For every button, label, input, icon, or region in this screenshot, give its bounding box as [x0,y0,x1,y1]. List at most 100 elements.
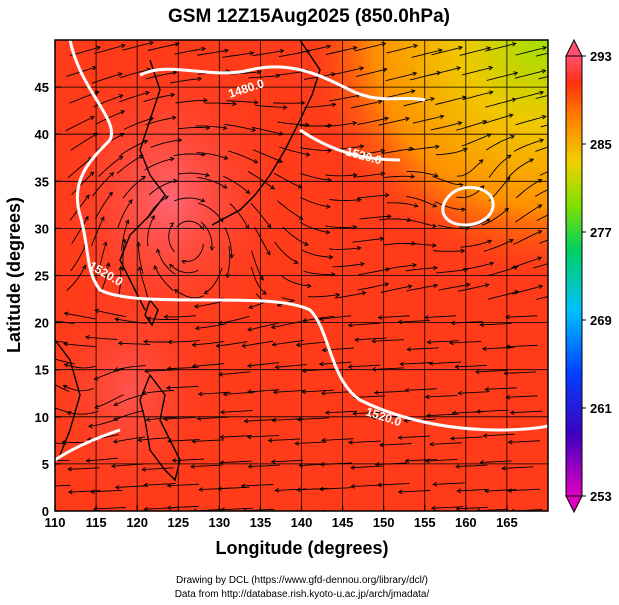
streamline [425,394,458,398]
streamline [67,410,99,415]
streamline [533,263,548,269]
streamline-arrowhead [404,387,410,393]
streamline [116,155,144,174]
streamline-arrowhead [220,409,225,415]
streamline [170,78,202,84]
contour-1520-closed [441,186,495,227]
streamline-arrowhead [412,71,418,77]
streamline [307,294,340,298]
streamline-arrowhead [124,219,130,225]
streamline [539,171,548,176]
streamline-arrowhead [39,485,43,489]
streamline-arrowhead [318,361,324,367]
streamline-arrowhead [118,265,124,271]
streamline [97,241,107,273]
streamline-arrowhead [177,137,183,143]
colorbar-tick-label: 277 [590,225,612,240]
streamline-arrowhead [450,320,456,326]
streamline-arrowhead [293,259,299,264]
streamline-arrowhead [426,339,432,345]
streamline-arrowhead [141,467,146,472]
streamline-arrowhead [165,385,171,391]
streamline [195,125,227,129]
streamline [123,117,154,130]
streamline [456,506,488,510]
streamline [247,362,280,367]
streamline [154,265,174,292]
streamline [115,485,148,488]
streamline-arrowhead [166,483,172,488]
contour-1480 [139,65,426,102]
streamline [458,391,490,394]
streamline-arrowhead [380,148,386,154]
streamline-arrowhead [360,261,365,267]
x-tick-label: 115 [86,515,107,530]
streamline [482,114,513,125]
colorbar-min-arrow [565,495,583,514]
streamline [430,122,462,131]
streamline-arrowhead [374,462,380,467]
streamline [536,214,548,221]
x-tick-label: 160 [455,515,477,530]
streamline [164,315,196,318]
contour-1520-north [299,128,401,162]
streamline [319,487,352,490]
streamline [425,459,458,462]
streamline [223,175,250,194]
streamline [540,124,548,128]
x-axis-label: Longitude (degrees) [215,538,388,558]
streamline-arrowhead [432,243,437,248]
streamline [98,156,123,177]
streamline [405,219,437,228]
streamline-arrowhead [174,41,180,47]
x-tick-label: 155 [414,515,436,530]
streamline-arrowhead [410,174,416,179]
streamline [353,411,385,415]
streamline-arrowhead [352,120,358,126]
streamline [176,220,204,230]
streamline [64,312,96,320]
streamline-arrowhead [222,391,228,397]
streamline [427,340,460,343]
streamline [348,322,381,326]
streamline [515,115,546,126]
y-tick-label: 35 [35,174,49,189]
streamline-arrowhead [194,325,200,331]
streamline-arrowhead [246,434,252,440]
streamline-arrowhead [321,437,326,443]
streamline-arrowhead [435,144,440,150]
streamline-arrowhead [347,364,353,370]
streamline-arrowhead [196,416,202,421]
streamline [91,216,105,247]
streamline-arrowhead [164,195,169,200]
streamline [142,389,175,395]
streamline [383,90,415,99]
streamline [461,133,492,147]
streamline [407,347,439,350]
streamline [386,202,418,207]
streamline [55,340,67,343]
streamline-arrowhead [296,417,302,422]
streamline-arrowhead [67,489,73,495]
streamline-arrowhead [199,225,205,231]
streamline [167,483,200,487]
y-tick-label: 30 [35,221,49,236]
streamline-arrowhead [539,138,545,143]
streamline-arrowhead [66,411,72,416]
y-tick-label: 15 [35,363,49,378]
streamline [272,340,304,346]
streamline [174,289,205,299]
streamline-arrowhead [479,184,485,190]
streamline-arrowhead [110,463,116,469]
streamline [145,71,177,80]
streamline [85,336,118,340]
streamline-arrowhead [246,389,252,395]
streamline-arrowhead [149,40,155,46]
streamline-arrowhead [460,207,466,213]
streamline-arrowhead [325,229,331,235]
streamline-arrowhead [96,45,102,51]
streamline-arrowhead [172,70,178,76]
streamline [70,243,87,272]
streamline-arrowhead [155,248,161,254]
streamline-arrowhead [271,342,277,347]
